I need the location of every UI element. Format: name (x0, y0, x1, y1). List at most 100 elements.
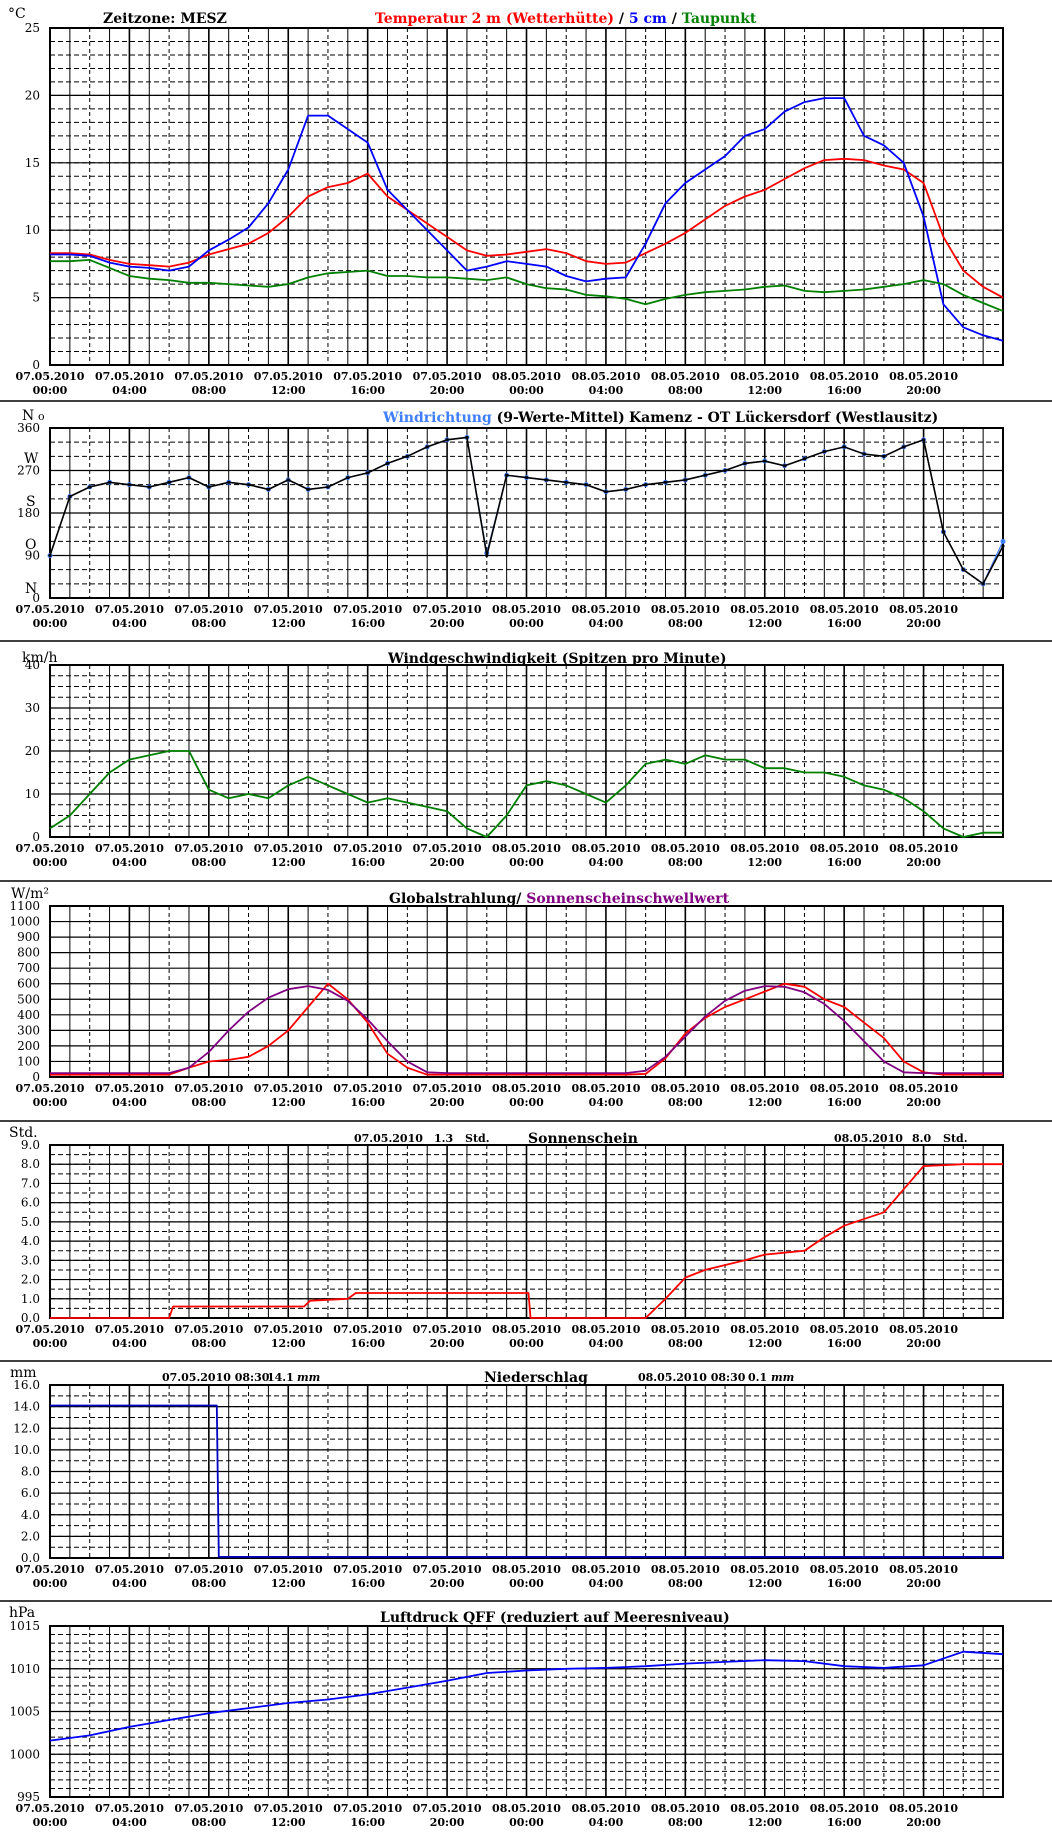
wspd-unit-label: km/h (22, 650, 58, 666)
precip-ytick-label: 2.0 (21, 1529, 40, 1543)
rad-xtick-date: 07.05.2010 (16, 1082, 85, 1095)
temp-xtick-date: 08.05.2010 (651, 370, 720, 383)
rad-xtick-date: 07.05.2010 (95, 1082, 164, 1095)
sun-frame (49, 1144, 1004, 1319)
press-xtick-time: 00:00 (33, 1816, 68, 1829)
sun-ytick-label: 1.0 (21, 1292, 40, 1306)
precip-xtick-date: 08.05.2010 (651, 1563, 720, 1576)
temp-xtick-time: 00:00 (509, 384, 544, 397)
sun-day1-date: 07.05.2010 (354, 1132, 423, 1145)
rad-panel-header: W/m² Globalstrahlung/ Sonnenscheinschwel… (11, 886, 730, 907)
wspd-xtick-time: 04:00 (112, 856, 147, 869)
precip-ytick-label: 8.0 (21, 1465, 40, 1479)
wspd-xtick-date: 08.05.2010 (889, 842, 958, 855)
sun-xtick-date: 07.05.2010 (16, 1323, 85, 1336)
panel-separators (0, 400, 1052, 1602)
precip-ytick-label: 10.0 (13, 1443, 40, 1457)
temp-xtick-date: 08.05.2010 (810, 370, 879, 383)
wdir-xtick-time: 20:00 (906, 617, 941, 630)
press-ytick-label: 1010 (9, 1662, 40, 1676)
wspd-xtick-date: 07.05.2010 (254, 842, 323, 855)
rad-xtick-date: 08.05.2010 (571, 1082, 640, 1095)
temp-ytick-label: 15 (25, 156, 40, 170)
rad-series-line (50, 982, 1003, 1076)
temp-frame (49, 27, 1004, 366)
sun-xtick-time: 08:00 (668, 1337, 703, 1350)
temp-title-sep2: / (667, 11, 682, 27)
wdir-ytick-label: 360 (17, 421, 40, 435)
wspd-xtick-time: 04:00 (589, 856, 624, 869)
press-xtick-date: 07.05.2010 (333, 1802, 402, 1815)
precip-series-line (50, 1404, 1003, 1558)
wdir-xtick-date: 07.05.2010 (333, 603, 402, 616)
precip-xtick-time: 20:00 (430, 1577, 465, 1590)
press-xtick-time: 08:00 (191, 1816, 226, 1829)
sun-xtick-date: 08.05.2010 (651, 1323, 720, 1336)
wdir-xtick-time: 00:00 (509, 617, 544, 630)
press-xtick-date: 08.05.2010 (730, 1802, 799, 1815)
temp-ytick-label: 25 (25, 21, 40, 35)
rad-xtick-date: 07.05.2010 (174, 1082, 243, 1095)
press-xtick-date: 08.05.2010 (651, 1802, 720, 1815)
rad-xtick-time: 20:00 (430, 1096, 465, 1109)
temp-xtick-date: 07.05.2010 (413, 370, 482, 383)
wspd-xtick-date: 08.05.2010 (651, 842, 720, 855)
temp-xtick-date: 08.05.2010 (492, 370, 561, 383)
rad-xtick-time: 04:00 (589, 1096, 624, 1109)
sun-xtick-date: 08.05.2010 (571, 1323, 640, 1336)
compass-s: S (26, 494, 36, 510)
press-xtick-time: 04:00 (112, 1816, 147, 1829)
sun-xtick-date: 07.05.2010 (413, 1323, 482, 1336)
wdir-xtick-time: 12:00 (747, 617, 782, 630)
press-xtick-date: 08.05.2010 (810, 1802, 879, 1815)
rad-xtick-date: 07.05.2010 (413, 1082, 482, 1095)
rad-xtick-time: 12:00 (271, 1096, 306, 1109)
rad-ytick-label: 400 (17, 1008, 40, 1022)
sun-ytick-label: 2.0 (21, 1273, 40, 1287)
wdir-title-main: Windrichtung (382, 410, 492, 426)
wdir-xtick-time: 04:00 (112, 617, 147, 630)
rad-ytick-label: 700 (17, 961, 40, 975)
press-xtick-date: 08.05.2010 (571, 1802, 640, 1815)
wspd-xtick-time: 20:00 (430, 856, 465, 869)
precip-unit-label: mm (10, 1365, 37, 1381)
wspd-xtick-time: 12:00 (271, 856, 306, 869)
precip-xtick-date: 07.05.2010 (413, 1563, 482, 1576)
press-xtick-time: 16:00 (350, 1816, 385, 1829)
wdir-series-line (49, 436, 1004, 585)
press-title: Luftdruck QFF (reduziert auf Meeresnivea… (380, 1610, 730, 1626)
precip-xtick-date: 07.05.2010 (95, 1563, 164, 1576)
sun-ytick-label: 8.0 (21, 1157, 40, 1171)
sun-ytick-label: 3.0 (21, 1253, 40, 1267)
wdir-xtick-time: 12:00 (271, 617, 306, 630)
temp-xtick-date: 07.05.2010 (254, 370, 323, 383)
precip-xtick-date: 08.05.2010 (810, 1563, 879, 1576)
wspd-series-line (49, 750, 1003, 838)
temp-xtick-date: 07.05.2010 (174, 370, 243, 383)
temp-unit-label: °C (8, 6, 26, 22)
wspd-xtick-time: 08:00 (668, 856, 703, 869)
precip-xtick-date: 08.05.2010 (889, 1563, 958, 1576)
rad-xtick-date: 08.05.2010 (730, 1082, 799, 1095)
sun-xtick-time: 16:00 (350, 1337, 385, 1350)
sun-xtick-time: 12:00 (271, 1337, 306, 1350)
press-unit-label: hPa (9, 1605, 35, 1621)
rad-title-global: Globalstrahlung/ (389, 891, 526, 907)
precip-ytick-label: 14.0 (13, 1400, 40, 1414)
precip-ytick-label: 0.0 (21, 1551, 40, 1565)
precip-day1-value: 14.1 (267, 1371, 294, 1384)
temp-ytick-label: 10 (25, 223, 40, 237)
sun-xtick-date: 07.05.2010 (254, 1323, 323, 1336)
rad-unit-label: W/m² (11, 886, 49, 902)
press-ytick-label: 1000 (9, 1747, 40, 1761)
temp-series-line (50, 97, 1004, 342)
rad-xtick-time: 04:00 (112, 1096, 147, 1109)
wspd-xtick-date: 07.05.2010 (16, 842, 85, 855)
sun-title: Sonnenschein (528, 1131, 638, 1147)
temp-xtick-time: 20:00 (906, 384, 941, 397)
press-xtick-date: 07.05.2010 (95, 1802, 164, 1815)
rad-xtick-date: 08.05.2010 (492, 1082, 561, 1095)
rad-ytick-label: 800 (17, 946, 40, 960)
sun-xtick-time: 04:00 (112, 1337, 147, 1350)
temp-xtick-date: 07.05.2010 (333, 370, 402, 383)
